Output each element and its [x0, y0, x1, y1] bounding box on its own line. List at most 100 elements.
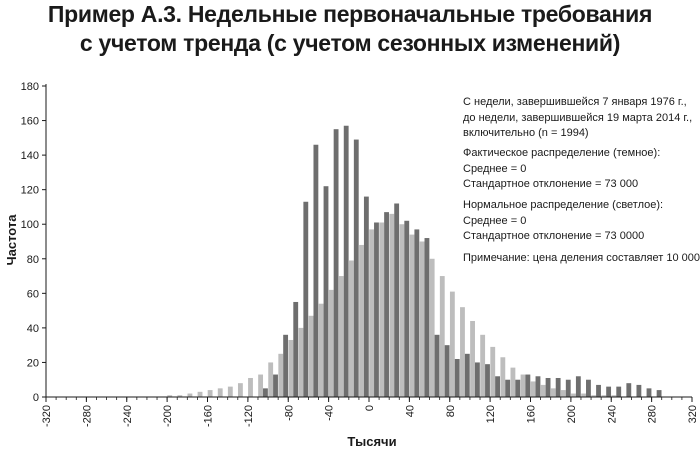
normal-bar — [601, 395, 607, 397]
actual-bar — [263, 388, 268, 397]
normal-bar — [207, 390, 213, 397]
normal-bar — [560, 390, 566, 397]
normal-bar — [409, 234, 415, 397]
actual-bar — [626, 383, 632, 397]
normal-bar — [217, 388, 223, 397]
normal-bar — [288, 339, 294, 397]
actual-bar — [323, 186, 329, 397]
annotation-line: Примечание: цена деления составляет 10 0… — [463, 252, 700, 264]
actual-bar — [333, 129, 339, 397]
actual-bar — [646, 388, 652, 397]
chart-title-line-1: Пример А.3. Недельные первоначальные тре… — [47, 1, 653, 27]
actual-bar — [586, 379, 591, 397]
actual-bar — [384, 212, 389, 397]
actual-bar — [575, 376, 581, 397]
normal-bar — [611, 395, 617, 397]
normal-bar — [248, 377, 253, 397]
normal-bar — [550, 388, 556, 397]
annotation-line: Среднее = 0 — [463, 162, 527, 175]
normal-bar — [167, 395, 173, 397]
actual-bar — [394, 203, 400, 397]
y-tick-label: 120 — [21, 185, 39, 197]
actual-bar — [313, 144, 319, 397]
actual-bar — [525, 374, 531, 397]
actual-bar — [444, 345, 450, 397]
y-tick-label: 80 — [27, 254, 39, 266]
actual-bar — [273, 374, 278, 397]
actual-bar — [505, 379, 511, 397]
x-tick-label: 0 — [364, 405, 376, 411]
actual-bar — [515, 379, 521, 397]
actual-bar — [424, 238, 430, 397]
y-tick-label: 0 — [33, 392, 39, 404]
normal-bar — [369, 229, 375, 397]
normal-bar — [530, 381, 536, 397]
actual-bar — [485, 364, 490, 397]
actual-bar — [283, 334, 289, 397]
x-tick-label: 280 — [647, 405, 659, 423]
normal-bar — [439, 276, 445, 397]
actual-bar — [353, 139, 359, 397]
x-tick-label: -320 — [41, 405, 53, 427]
normal-bar — [581, 393, 587, 397]
normal-bar — [197, 391, 203, 397]
x-tick-label: 160 — [526, 405, 538, 423]
annotation-note: Примечание: цена деления составляет 10 0… — [463, 251, 700, 267]
actual-bar — [454, 358, 460, 397]
actual-bar — [293, 301, 299, 397]
annotation-line: включительно (n = 1994) — [463, 127, 589, 139]
x-tick-label: 200 — [566, 405, 578, 423]
normal-series-bars — [167, 213, 617, 397]
normal-bar — [338, 276, 344, 397]
actual-bar — [343, 125, 349, 398]
x-tick-label: 40 — [404, 405, 416, 417]
x-axis-label: Тысячи — [347, 434, 396, 449]
normal-bar — [571, 393, 576, 397]
annotation-line: до недели, завершившейся 19 марта 2014 г… — [463, 111, 693, 124]
normal-bar — [298, 327, 304, 397]
chart-title: Пример А.3. Недельные первоначальные тре… — [0, 0, 700, 58]
actual-bar — [404, 220, 410, 397]
x-tick-label: -240 — [122, 405, 134, 427]
actual-bar — [414, 229, 420, 397]
annotation-line: Среднее = 0 — [463, 214, 527, 227]
normal-bar — [540, 384, 546, 397]
normal-bar — [187, 393, 193, 397]
normal-bar — [389, 213, 395, 397]
y-tick-label: 180 — [21, 81, 39, 93]
normal-bar — [349, 260, 354, 397]
annotation-line: С недели, завершившейся 7 января 1976 г.… — [463, 96, 687, 108]
normal-bar — [470, 320, 475, 397]
normal-bar — [500, 357, 506, 397]
actual-bar — [464, 353, 470, 397]
y-axis-label: Частота — [4, 214, 19, 266]
actual-bar — [363, 196, 369, 397]
x-tick-label: -280 — [81, 405, 93, 427]
normal-bar — [591, 395, 597, 397]
y-tick-label: 20 — [27, 357, 39, 369]
normal-bar — [399, 224, 405, 397]
normal-bar — [379, 222, 385, 397]
x-tick-label: -120 — [243, 405, 255, 427]
actual-bar — [606, 386, 612, 397]
actual-bar — [535, 376, 541, 397]
chart-title-line-2: с учетом тренда (с учетом сезонных измен… — [79, 30, 621, 56]
y-tick-label: 60 — [27, 288, 39, 300]
actual-series-bars — [263, 125, 662, 398]
y-tick-label: 100 — [21, 219, 39, 231]
x-tick-label: -160 — [203, 405, 215, 427]
actual-bar — [374, 222, 379, 397]
normal-bar — [490, 346, 496, 397]
normal-bar — [227, 386, 233, 397]
x-tick-label: 80 — [445, 405, 457, 417]
actual-bar — [656, 390, 662, 397]
normal-bar — [237, 383, 243, 397]
actual-bar — [303, 201, 309, 397]
annotation-line: Стандартное отклонение = 73 000 — [463, 178, 639, 190]
normal-bar — [268, 362, 274, 397]
y-tick-label: 140 — [21, 150, 39, 162]
normal-bar — [318, 303, 324, 397]
normal-bar — [308, 315, 314, 397]
normal-bar — [449, 291, 455, 397]
